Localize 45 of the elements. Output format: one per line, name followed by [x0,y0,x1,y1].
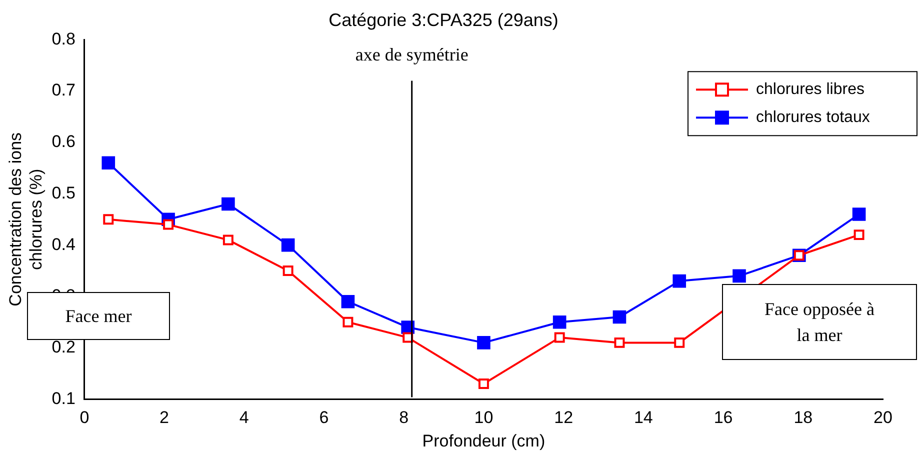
point [614,337,625,348]
ref-line-label: axe de symétrie [355,44,468,65]
point [281,238,295,252]
x-tick-label: 4 [239,408,249,428]
point [478,378,489,390]
legend-label: chlorures libres [756,81,864,98]
point [732,269,746,283]
x-tick-label: 14 [634,408,653,428]
y-tick-label: 0.8 [52,29,76,48]
point [672,274,686,288]
text-box: Face mer [27,292,170,340]
point [477,336,490,350]
point [222,197,235,211]
x-tick-label: 0 [80,408,90,428]
point [342,316,354,328]
x-tick-label: 12 [554,408,574,428]
point [554,332,565,343]
point [163,219,174,230]
point [612,310,626,324]
y-tick-label: 0.1 [52,388,76,408]
y-tick-label: 0.6 [52,132,76,152]
point [854,230,864,240]
point [674,337,685,348]
point [282,266,294,276]
y-tick-label: 0.7 [52,80,76,100]
x-tick-label: 18 [794,408,813,428]
x-tick-label: 10 [474,408,494,428]
x-tick-label: 2 [160,408,170,428]
point [222,234,234,246]
point [103,214,114,225]
x-tick-label: 16 [714,408,733,428]
x-tick-label: 6 [319,408,329,428]
x-tick-label: 20 [874,408,892,428]
point [552,315,566,329]
x-tick-label: 8 [399,408,409,428]
point [102,156,116,170]
chart-title: Catégorie 3:CPA325 (29ans) [328,10,558,30]
point [341,294,355,308]
text-box: Face opposée à la mer [722,284,917,360]
y-tick-label: 0.4 [52,234,76,254]
y-tick-label: 0.2 [52,338,76,357]
point [852,208,866,221]
legend-label: chlorures totaux [756,109,870,126]
x-axis-title: Profondeur (cm) [422,431,546,450]
y-tick-label: 0.5 [52,183,76,202]
